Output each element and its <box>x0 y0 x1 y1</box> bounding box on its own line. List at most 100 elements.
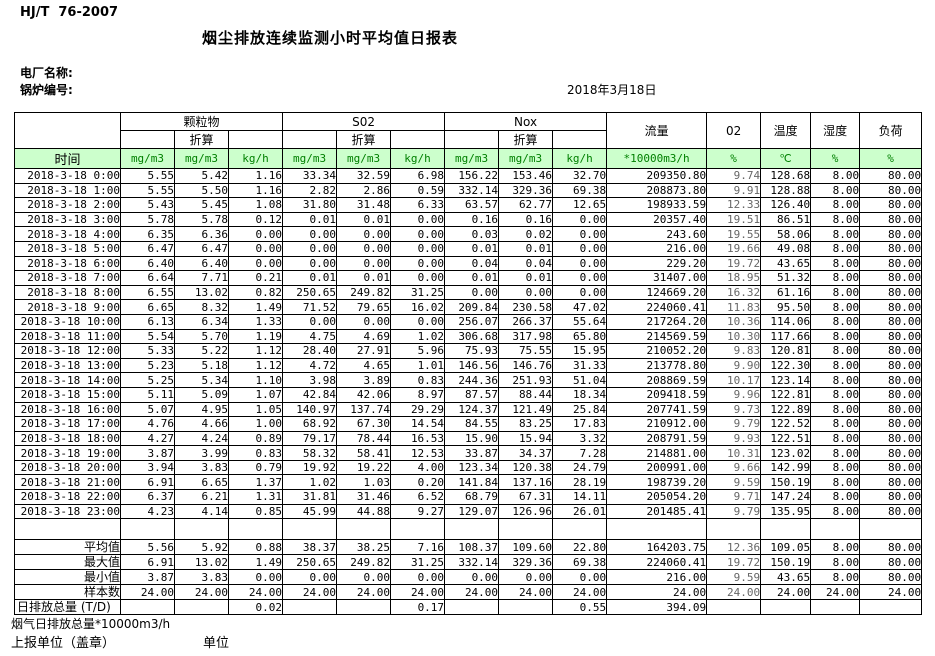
cell: 0.00 <box>552 226 608 242</box>
cell: 4.00 <box>390 459 446 476</box>
cell: 0.03 <box>444 226 500 242</box>
cell <box>859 599 923 616</box>
cell: 306.68 <box>444 328 500 345</box>
cell: 6.64 <box>120 270 175 286</box>
blank-cell <box>552 518 608 541</box>
cell: 0.02 <box>227 599 284 616</box>
cell: 122.89 <box>760 401 812 418</box>
cell: 5.33 <box>120 343 175 359</box>
cell: 43.65 <box>760 569 812 586</box>
cell: 4.27 <box>120 430 175 447</box>
cell: 230.58 <box>498 299 554 315</box>
cell: 1.00 <box>227 416 284 432</box>
cell: 217264.20 <box>606 313 708 330</box>
cell: 122.51 <box>760 430 812 447</box>
cell: 0.01 <box>282 211 338 228</box>
cell: 26.01 <box>552 503 608 520</box>
blank-cell <box>760 518 812 541</box>
blank-cell <box>390 130 446 149</box>
cell: 0.88 <box>227 539 284 556</box>
cell: 80.00 <box>859 313 923 330</box>
cell: 8.00 <box>810 357 861 374</box>
cell: 0.00 <box>336 226 392 242</box>
cell: 68.92 <box>282 416 338 432</box>
unit-cell: % <box>810 148 861 169</box>
cell: 31.48 <box>336 197 392 213</box>
cell: 24.00 <box>606 584 708 601</box>
table-row: 2018-3-18 14:00 5.25 5.34 1.10 3.98 3.89 0.83 2… <box>14 372 923 388</box>
cell: 0.83 <box>227 445 284 461</box>
cell: 201485.41 <box>606 503 708 520</box>
cell: 32.59 <box>336 168 392 184</box>
cell: 164203.75 <box>606 539 708 556</box>
cell: 140.97 <box>282 401 338 418</box>
cell: 5.78 <box>174 211 229 228</box>
cell: 332.14 <box>444 554 500 571</box>
cell: 150.19 <box>760 474 812 491</box>
cell: 135.95 <box>760 503 812 520</box>
cell: 146.76 <box>498 357 554 374</box>
cell: 34.37 <box>498 445 554 461</box>
cell: 1.37 <box>227 474 284 491</box>
page-title: 烟尘排放连续监测小时平均值日报表 <box>201 29 458 47</box>
cell: 80.00 <box>859 182 923 199</box>
cell: 9.59 <box>706 569 762 586</box>
cell: 329.36 <box>498 554 554 571</box>
cell: 207741.59 <box>606 401 708 418</box>
cell: 210912.00 <box>606 416 708 432</box>
cell: 0.85 <box>227 503 284 520</box>
cell: 80.00 <box>859 416 923 432</box>
cell: 9.83 <box>706 343 762 359</box>
cell: 5.23 <box>120 357 175 374</box>
group-header-pm: 颗粒物 <box>119 112 284 131</box>
blank-cell <box>174 518 229 541</box>
cell: 6.40 <box>174 255 229 272</box>
blank-cell <box>444 518 500 541</box>
unit-cell: kg/h <box>552 148 608 169</box>
row-label: 2018-3-18 11:00 <box>14 328 121 345</box>
cell: 8.00 <box>810 255 861 272</box>
cell: 8.00 <box>810 539 861 556</box>
row-label: 2018-3-18 12:00 <box>14 343 121 359</box>
cell: 117.66 <box>760 328 812 345</box>
cell: 5.25 <box>120 372 175 388</box>
table-row: 2018-3-18 9:00 6.65 8.32 1.49 71.52 79.65 16.0… <box>14 299 923 315</box>
cell: 22.80 <box>552 539 608 556</box>
cell: 24.00 <box>227 584 284 601</box>
converted-label: 折算 <box>498 130 554 149</box>
cell: 24.00 <box>498 584 554 601</box>
cell: 0.00 <box>336 313 392 330</box>
converted-label: 折算 <box>174 130 229 149</box>
cell: 1.12 <box>227 343 284 359</box>
row-label: 2018-3-18 13:00 <box>14 357 121 374</box>
cell: 122.81 <box>760 386 812 403</box>
cell: 0.89 <box>227 430 284 447</box>
cell: 205054.20 <box>606 489 708 505</box>
cell: 58.41 <box>336 445 392 461</box>
cell: 153.46 <box>498 168 554 184</box>
cell <box>336 599 392 616</box>
cell: 0.00 <box>227 569 284 586</box>
cell: 10.36 <box>706 313 762 330</box>
cell: 6.36 <box>174 226 229 242</box>
cell: 47.02 <box>552 299 608 315</box>
unit-cell: ℃ <box>760 148 812 169</box>
cell: 224060.41 <box>606 554 708 571</box>
cell: 80.00 <box>859 503 923 520</box>
cell: 29.29 <box>390 401 446 418</box>
cell <box>760 599 812 616</box>
row-label: 样本数 <box>14 584 121 601</box>
cell: 1.19 <box>227 328 284 345</box>
cell: 216.00 <box>606 569 708 586</box>
cell: 27.91 <box>336 343 392 359</box>
row-label: 2018-3-18 0:00 <box>14 168 121 184</box>
unit-cell: kg/h <box>390 148 446 169</box>
cell: 0.00 <box>498 284 554 301</box>
cell: 80.00 <box>859 197 923 213</box>
table-row: 2018-3-18 7:00 6.64 7.71 0.21 0.01 0.01 0.00 0.… <box>14 270 923 286</box>
cell: 12.65 <box>552 197 608 213</box>
cell: 329.36 <box>498 182 554 199</box>
cell: 108.37 <box>444 539 500 556</box>
cell: 214881.00 <box>606 445 708 461</box>
cell: 31.81 <box>282 489 338 505</box>
